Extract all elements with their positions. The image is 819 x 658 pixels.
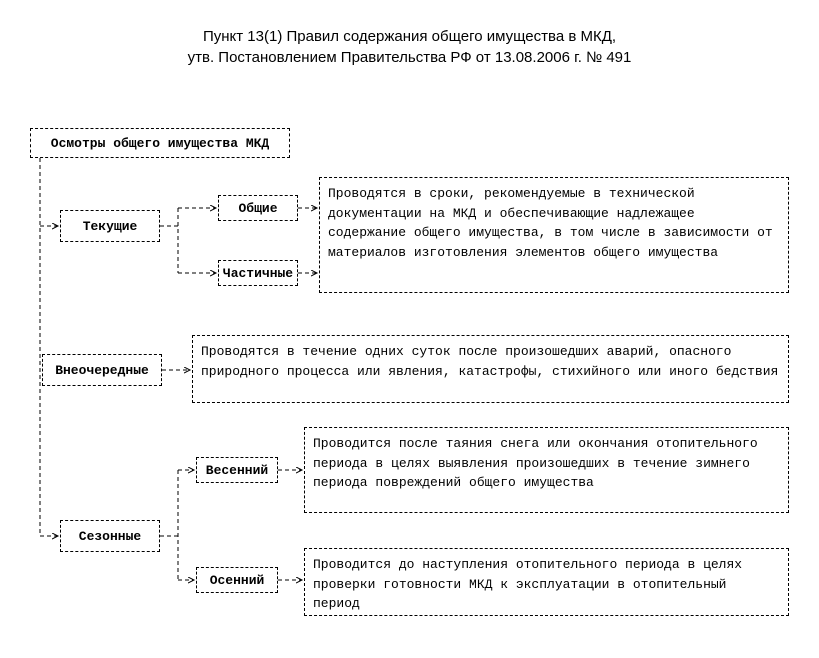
desc-spring: Проводится после таяния снега или оконча… bbox=[304, 427, 789, 513]
node-spring-label: Весенний bbox=[206, 463, 268, 478]
node-general-label: Общие bbox=[238, 201, 277, 216]
desc-extraordinary: Проводятся в течение одних суток после п… bbox=[192, 335, 789, 403]
desc-autumn-text: Проводится до наступления отопительного … bbox=[313, 557, 742, 611]
desc-current: Проводятся в сроки, рекомендуемые в техн… bbox=[319, 177, 789, 293]
branch-extraordinary: Внеочередные bbox=[42, 354, 162, 386]
desc-current-text: Проводятся в сроки, рекомендуемые в техн… bbox=[328, 186, 773, 260]
title-line-2: утв. Постановлением Правительства РФ от … bbox=[0, 47, 819, 68]
desc-spring-text: Проводится после таяния снега или оконча… bbox=[313, 436, 758, 490]
diagram-title: Пункт 13(1) Правил содержания общего иму… bbox=[0, 26, 819, 68]
node-partial-label: Частичные bbox=[223, 266, 293, 281]
branch-seasonal-label: Сезонные bbox=[79, 529, 141, 544]
root-box: Осмотры общего имущества МКД bbox=[30, 128, 290, 158]
branch-current: Текущие bbox=[60, 210, 160, 242]
node-general: Общие bbox=[218, 195, 298, 221]
branch-current-label: Текущие bbox=[83, 219, 138, 234]
desc-extraordinary-text: Проводятся в течение одних суток после п… bbox=[201, 344, 778, 379]
title-line-1: Пункт 13(1) Правил содержания общего иму… bbox=[0, 26, 819, 47]
branch-seasonal: Сезонные bbox=[60, 520, 160, 552]
node-partial: Частичные bbox=[218, 260, 298, 286]
node-autumn-label: Осенний bbox=[210, 573, 265, 588]
root-label: Осмотры общего имущества МКД bbox=[51, 136, 269, 151]
branch-extraordinary-label: Внеочередные bbox=[55, 363, 149, 378]
node-autumn: Осенний bbox=[196, 567, 278, 593]
node-spring: Весенний bbox=[196, 457, 278, 483]
desc-autumn: Проводится до наступления отопительного … bbox=[304, 548, 789, 616]
